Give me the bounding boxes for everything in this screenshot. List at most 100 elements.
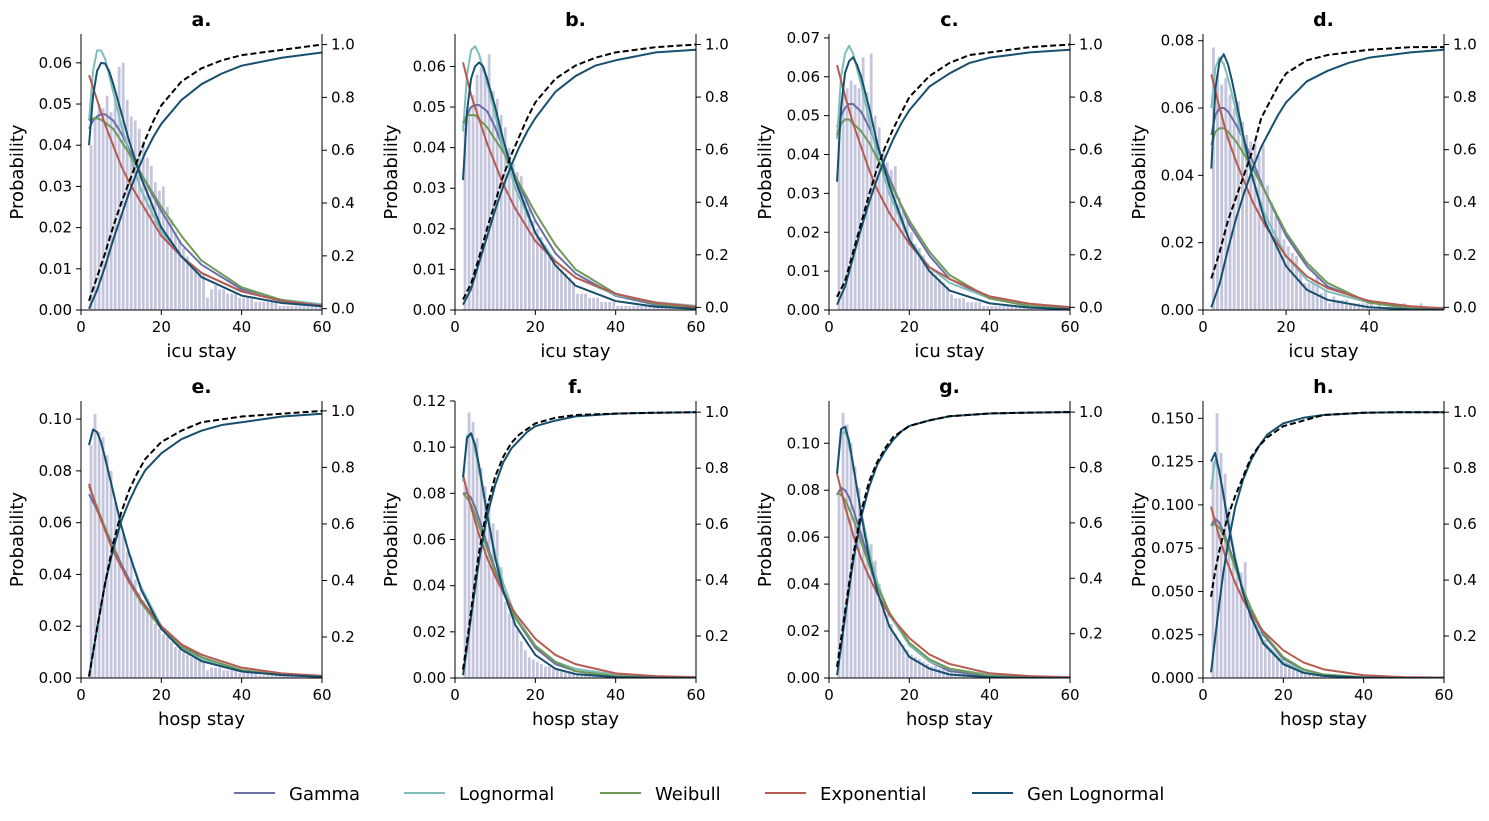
histogram-bar	[194, 657, 197, 678]
histogram-bar	[290, 675, 294, 678]
histogram-bar	[881, 600, 885, 678]
histogram-bar	[849, 443, 853, 678]
y2-tick-label: 0.2	[1453, 627, 1477, 645]
histogram-bar	[463, 127, 467, 310]
y-tick-label: 0.00	[39, 301, 72, 319]
histogram-bar	[1006, 306, 1010, 310]
cdf-curves	[1210, 411, 1444, 673]
histogram-bar	[97, 432, 101, 678]
x-tick-label: 40	[1354, 686, 1373, 704]
pdf-line-gamma	[836, 102, 1070, 310]
histogram-bar	[491, 90, 495, 310]
histogram-bar	[901, 645, 905, 678]
histogram-bar	[1220, 84, 1224, 310]
y-tick-label: 0.03	[787, 184, 820, 202]
histogram-bar	[254, 301, 258, 310]
histogram-bar	[1315, 276, 1319, 310]
histogram-bar	[560, 269, 563, 310]
histogram-bar	[531, 220, 535, 310]
pdf-line-gen-lognormal	[1210, 451, 1444, 678]
histogram-bar	[1332, 296, 1336, 310]
y2-tick-label: 0.2	[705, 246, 729, 264]
y2-tick-label: 0.8	[1079, 88, 1103, 106]
legend-label-weibull: Weibull	[655, 784, 721, 805]
panel-title: a.	[191, 9, 211, 31]
histogram-bar	[853, 466, 857, 678]
histogram-bar	[1235, 568, 1239, 678]
pdf-line-gen-lognormal	[1210, 53, 1444, 310]
histogram-bar	[507, 147, 511, 310]
histogram-bar	[624, 305, 628, 310]
histogram-bar	[841, 96, 845, 310]
y2-tick-label: 0.6	[1453, 515, 1477, 533]
histogram-bar	[503, 127, 507, 310]
histogram-bar	[539, 236, 543, 310]
cdf-curves	[88, 43, 322, 310]
y-tick-label: 0.06	[413, 531, 446, 549]
y-tick-label: 0.05	[39, 95, 72, 113]
histogram-bar	[173, 646, 177, 678]
pdf-line-exponential	[836, 64, 1070, 309]
legend-label-exponential: Exponential	[820, 784, 926, 805]
x-tick-label: 0	[824, 686, 834, 704]
y-tick-label: 0.02	[787, 223, 820, 241]
histogram-bar	[467, 412, 471, 678]
histogram-bar	[519, 641, 523, 678]
histogram-bar	[1336, 299, 1340, 310]
y-tick-label: 0.06	[39, 514, 72, 532]
histogram-bar	[954, 298, 957, 310]
histogram	[1211, 413, 1444, 678]
histogram-bar	[1223, 473, 1227, 678]
histogram-bar	[1340, 299, 1344, 310]
histogram-bar	[1257, 155, 1261, 310]
histogram-bar	[222, 289, 225, 310]
panel-title: b.	[565, 9, 586, 31]
histogram-bar	[1243, 562, 1247, 678]
histogram-bar	[97, 104, 101, 310]
histogram-bar	[190, 264, 193, 310]
y2-tick-label: 0.8	[1079, 458, 1103, 476]
histogram-bar	[1263, 639, 1267, 678]
histogram-bar	[210, 667, 213, 678]
histogram-bar	[869, 544, 873, 678]
y2-tick-label: 0.6	[331, 515, 355, 533]
histogram-bar	[266, 675, 270, 678]
legend-entry-gen-lognormal: Gen Lognormal	[972, 784, 1164, 805]
y2-tick-label: 0.2	[1453, 246, 1477, 264]
histogram-bar	[877, 584, 881, 678]
x-tick-label: 20	[526, 318, 545, 336]
histogram-bar	[129, 116, 133, 310]
histogram-bar	[946, 286, 949, 310]
histogram-bar	[849, 80, 853, 310]
panel-title: h.	[1313, 376, 1334, 398]
y-tick-label: 0.04	[39, 565, 72, 583]
histogram-bar	[1231, 555, 1235, 678]
pdf-line-exponential	[1210, 74, 1444, 310]
histogram-bar	[592, 675, 595, 678]
histogram-bar	[1247, 610, 1251, 678]
y-tick-label: 0.06	[787, 68, 820, 86]
histogram-bar	[519, 176, 523, 310]
y2-tick-label: 0.4	[705, 193, 729, 211]
pdf-line-exponential	[462, 62, 696, 308]
y-tick-label: 0.00	[413, 301, 446, 319]
y-tick-label: 0.08	[39, 462, 72, 480]
y-axis-label: Probability	[381, 124, 402, 219]
y-tick-label: 0.10	[787, 434, 820, 452]
legend-label-gamma: Gamma	[289, 784, 360, 805]
histogram-bar	[552, 261, 555, 310]
pdf-curves	[836, 44, 1070, 310]
histogram-bar	[970, 302, 973, 310]
x-tick-label: 20	[1274, 686, 1293, 704]
histogram-bar	[117, 66, 121, 310]
y-tick-label: 0.04	[787, 146, 820, 164]
y-tick-label: 0.02	[39, 219, 72, 237]
panel-b: 0 20 40 60 0.00 0.01 0.02 0.03 0.04 0.05 0.06 0.0 0.…	[381, 9, 729, 362]
x-tick-label: 40	[606, 318, 625, 336]
histogram-bar	[1261, 145, 1265, 310]
histogram-bar	[286, 305, 290, 310]
histogram-bar	[475, 74, 479, 310]
histogram-bar	[483, 486, 487, 678]
histogram-bar	[616, 305, 620, 310]
histogram-bar	[194, 268, 197, 310]
